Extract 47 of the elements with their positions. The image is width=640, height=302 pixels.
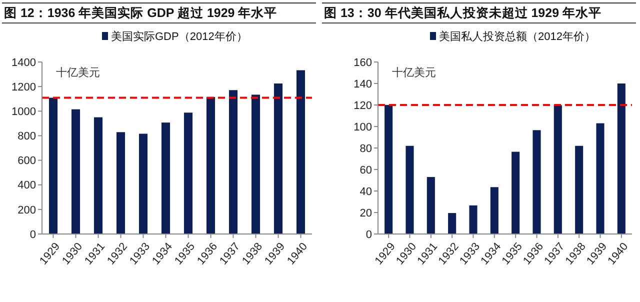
bar [617, 84, 626, 234]
bar [406, 146, 414, 234]
y-tick-label: 0 [366, 228, 372, 241]
bar [184, 112, 193, 234]
bar [116, 132, 126, 234]
chart-title: 图 12：1936 年美国实际 GDP 超过 1929 年水平 [4, 5, 278, 20]
y-tick-label: 0 [30, 228, 36, 241]
bar [161, 122, 170, 234]
annotation: 十亿美元 [392, 66, 436, 79]
y-tick-label: 140 [354, 78, 372, 90]
bar [138, 134, 148, 234]
bar [469, 205, 478, 234]
bar [554, 105, 562, 234]
bar [48, 98, 58, 234]
y-tick-label: 1000 [12, 106, 36, 118]
y-tick-label: 160 [354, 56, 372, 69]
y-tick-label: 200 [18, 204, 36, 216]
bar [426, 177, 435, 234]
bar [296, 70, 306, 234]
y-tick-label: 1400 [12, 56, 36, 69]
bar [206, 97, 216, 234]
y-tick-label: 120 [354, 100, 372, 112]
bar [274, 84, 283, 234]
y-tick-label: 600 [18, 155, 36, 168]
bar [575, 146, 584, 234]
annotation: 十亿美元 [56, 66, 100, 79]
y-tick-label: 800 [18, 130, 36, 143]
bar [94, 117, 103, 234]
y-tick-label: 400 [18, 180, 36, 192]
bar [228, 90, 238, 234]
bar [251, 94, 260, 234]
chart-title: 图 13：30 年代美国私人投资未超过 1929 年水平 [324, 5, 602, 20]
y-tick-label: 40 [360, 186, 372, 198]
bar [448, 213, 456, 234]
bar [71, 109, 80, 234]
y-tick-label: 80 [360, 142, 372, 155]
legend-label: 美国实际GDP（2012年价） [111, 30, 248, 43]
y-tick-label: 1200 [12, 81, 36, 94]
bar [512, 152, 520, 234]
legend-label: 美国私人投资总额（2012年价） [439, 30, 596, 43]
y-tick-label: 100 [354, 121, 372, 134]
bar [532, 130, 541, 234]
bar [384, 105, 393, 234]
y-tick-label: 20 [360, 207, 372, 220]
y-tick-label: 60 [360, 164, 372, 176]
bar [490, 187, 498, 234]
bar [596, 123, 604, 234]
